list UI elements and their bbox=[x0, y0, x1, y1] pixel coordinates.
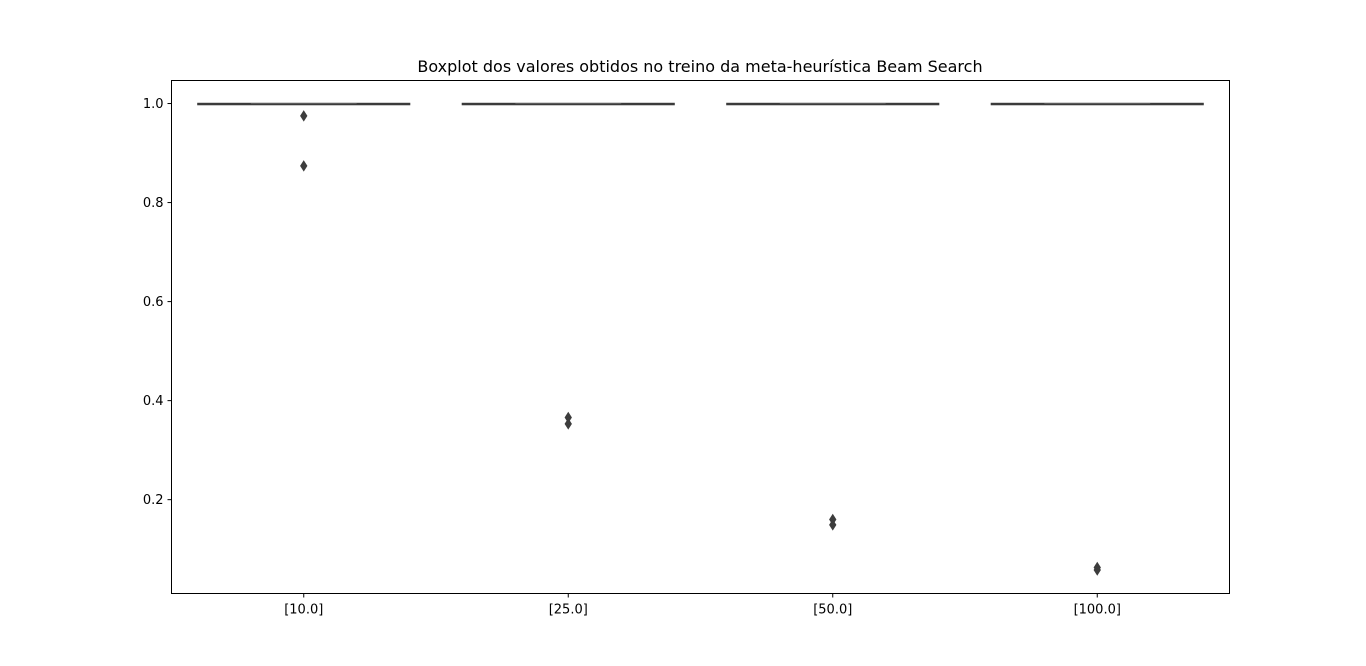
outlier-point bbox=[564, 418, 572, 430]
x-tick-label: [25.0] bbox=[549, 603, 588, 618]
y-tick-label: 0.4 bbox=[143, 394, 164, 409]
outlier-point bbox=[300, 160, 308, 172]
x-tick-label: [10.0] bbox=[284, 603, 323, 618]
chart-title: Boxplot dos valores obtidos no treino da… bbox=[417, 57, 982, 76]
y-tick-label: 1.0 bbox=[143, 97, 164, 112]
outlier-point bbox=[1093, 564, 1101, 576]
y-tick-label: 0.2 bbox=[143, 493, 164, 508]
outlier-point bbox=[829, 519, 837, 531]
y-tick-label: 0.6 bbox=[143, 295, 164, 310]
plot-frame bbox=[171, 80, 1230, 594]
x-tick-label: [100.0] bbox=[1074, 603, 1121, 618]
outlier-point bbox=[300, 110, 308, 122]
x-tick-label: [50.0] bbox=[813, 603, 852, 618]
y-tick-label: 0.8 bbox=[143, 196, 164, 211]
